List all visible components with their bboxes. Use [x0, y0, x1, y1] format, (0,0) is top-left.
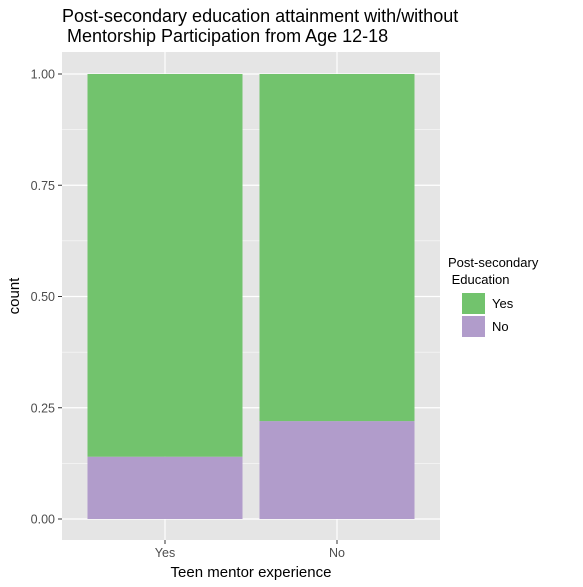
- x-axis: Yes No: [155, 540, 345, 560]
- bar-no-yes: [259, 74, 415, 422]
- legend-title-line-2: Education: [448, 272, 509, 287]
- chart-title-line-1: Post-secondary education attainment with…: [62, 6, 458, 26]
- x-tick-label: Yes: [155, 546, 175, 560]
- y-tick-label: 0.50: [31, 290, 55, 304]
- y-axis-title: count: [6, 277, 23, 315]
- legend-key-no: [462, 316, 485, 337]
- x-axis-title: Teen mentor experience: [171, 564, 332, 581]
- legend-title-line-1: Post-secondary: [448, 255, 539, 270]
- y-axis: 0.00 0.25 0.50 0.75 1.00: [31, 68, 62, 527]
- y-tick-label: 0.00: [31, 513, 55, 527]
- y-tick-label: 1.00: [31, 68, 55, 82]
- legend-label-no: No: [492, 319, 509, 334]
- bars: [87, 74, 415, 519]
- legend-key-yes: [462, 293, 485, 314]
- y-tick-label: 0.25: [31, 401, 55, 415]
- bar-yes-no: [87, 456, 243, 519]
- y-tick-label: 0.75: [31, 179, 55, 193]
- legend-label-yes: Yes: [492, 296, 514, 311]
- chart-title-line-2: Mentorship Participation from Age 12-18: [62, 26, 388, 46]
- bar-yes-yes: [87, 74, 243, 457]
- bar-no-no: [259, 421, 415, 519]
- legend: Post-secondary Education Yes No: [448, 255, 539, 337]
- x-tick-label: No: [329, 546, 345, 560]
